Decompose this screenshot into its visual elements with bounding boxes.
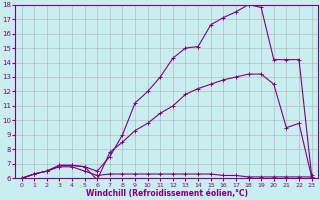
X-axis label: Windchill (Refroidissement éolien,°C): Windchill (Refroidissement éolien,°C) [85,189,248,198]
